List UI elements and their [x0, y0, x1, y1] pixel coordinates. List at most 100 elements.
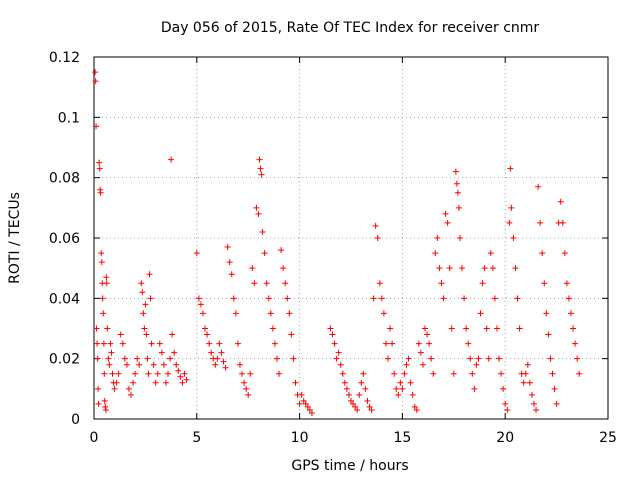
data-point [253, 204, 260, 211]
data-point [374, 235, 381, 241]
data-point [286, 310, 293, 317]
data-point [113, 379, 120, 386]
data-point [168, 156, 175, 163]
data-point [197, 301, 204, 308]
data-point [440, 295, 447, 302]
data-point [354, 406, 361, 413]
data-point [144, 355, 151, 362]
x-tick-label: 0 [90, 430, 99, 446]
data-point [255, 210, 262, 217]
data-points [92, 69, 583, 416]
data-point [419, 361, 426, 368]
data-point [103, 280, 110, 287]
data-point [553, 400, 560, 407]
data-point [366, 403, 373, 410]
data-point [387, 325, 394, 332]
data-point [271, 340, 278, 347]
data-point [306, 406, 313, 413]
data-point [302, 400, 309, 407]
data-point [162, 379, 169, 386]
data-point [232, 310, 239, 317]
data-point [401, 370, 408, 377]
data-point [199, 310, 206, 317]
data-point [300, 397, 307, 404]
data-point [530, 400, 537, 407]
data-point [570, 325, 577, 332]
data-point [228, 271, 235, 278]
data-point [358, 379, 365, 386]
data-point [195, 295, 202, 302]
data-point [378, 295, 385, 302]
data-point [119, 340, 126, 347]
data-point [134, 355, 141, 362]
data-point [446, 265, 453, 272]
data-point [434, 235, 441, 241]
data-point [145, 370, 152, 377]
data-point [524, 361, 531, 368]
data-point [376, 280, 383, 287]
data-point [469, 370, 476, 377]
data-point [183, 376, 190, 383]
data-point [453, 180, 460, 187]
data-point [339, 370, 346, 377]
data-point [101, 370, 108, 377]
data-point [549, 370, 556, 377]
data-point [327, 325, 334, 332]
data-point [391, 370, 398, 377]
data-point [251, 280, 258, 287]
data-point [94, 340, 101, 347]
data-point [308, 409, 315, 416]
data-point [265, 295, 272, 302]
data-point [535, 183, 542, 190]
data-point [514, 295, 521, 302]
data-point [360, 370, 367, 377]
x-tick-labels: 0 5 10 15 20 25 [90, 430, 617, 446]
data-point [471, 385, 478, 392]
data-point [104, 325, 111, 332]
data-point [522, 370, 529, 377]
data-point [296, 400, 303, 407]
y-tick-label: 0.02 [49, 352, 80, 368]
data-point [405, 355, 412, 362]
data-point [106, 361, 113, 368]
data-point [454, 189, 461, 196]
data-point [234, 340, 241, 347]
data-point [487, 250, 494, 257]
data-point [142, 301, 149, 308]
data-point [489, 265, 496, 272]
data-point [345, 391, 352, 398]
data-point [506, 219, 513, 226]
data-point [239, 370, 246, 377]
data-point [510, 235, 517, 241]
data-point [267, 310, 274, 317]
data-point [350, 400, 357, 407]
data-point [475, 355, 482, 362]
data-point [147, 295, 154, 302]
data-point [123, 361, 130, 368]
data-point [95, 385, 102, 392]
data-point [455, 204, 462, 211]
data-point [269, 325, 276, 332]
data-point [226, 259, 233, 266]
data-point [438, 280, 445, 287]
data-point [243, 385, 250, 392]
data-point [136, 361, 143, 368]
data-point [230, 295, 237, 302]
data-point [96, 165, 103, 172]
data-point [370, 295, 377, 302]
data-point [537, 219, 544, 226]
x-tick-label: 5 [192, 430, 201, 446]
data-point [483, 325, 490, 332]
x-tick-label: 25 [599, 430, 617, 446]
axis-ticks [93, 56, 609, 420]
data-point [171, 349, 178, 356]
data-point [98, 259, 105, 266]
y-tick-labels: 0 0.02 0.04 0.06 0.08 0.1 0.12 [49, 50, 80, 428]
data-point [175, 367, 182, 374]
data-point [193, 250, 200, 257]
data-point [442, 210, 449, 217]
y-tick-label: 0.04 [49, 291, 80, 307]
data-point [356, 391, 363, 398]
data-point [103, 274, 110, 281]
data-point [121, 355, 128, 362]
